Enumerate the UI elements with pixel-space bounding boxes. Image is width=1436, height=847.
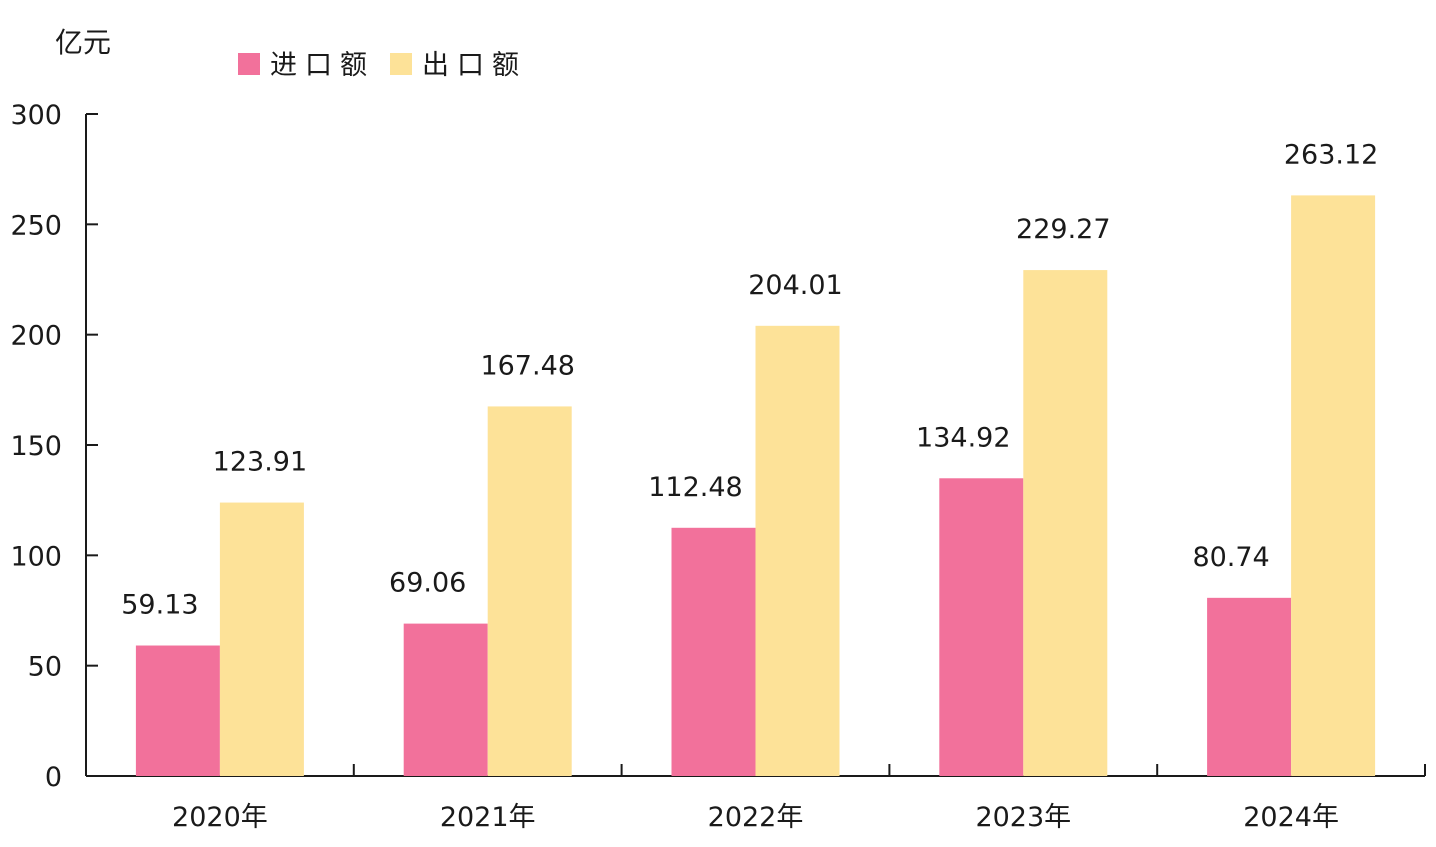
data-label-export: 229.27 — [1016, 214, 1110, 245]
bars — [135, 195, 1376, 777]
y-tick-label: 250 — [10, 210, 62, 241]
data-label-export: 204.01 — [748, 270, 842, 301]
data-label-import: 69.06 — [389, 568, 466, 599]
bar-export — [755, 325, 840, 776]
y-axis-unit-label: 亿元 — [55, 26, 111, 59]
bar-import — [939, 478, 1024, 776]
x-tick-label: 2022年 — [708, 802, 804, 833]
bar-import — [1207, 597, 1292, 776]
x-tick-label: 2021年 — [440, 802, 536, 833]
x-tick-label: 2024年 — [1243, 802, 1339, 833]
bar-import — [403, 623, 488, 776]
y-axis: 0 50 100 150 200 250 300 — [10, 100, 98, 793]
y-tick-label: 150 — [10, 431, 62, 462]
legend-label-import: 进口额 — [270, 50, 375, 81]
data-label-import: 112.48 — [648, 472, 742, 503]
y-tick-label: 100 — [10, 541, 62, 572]
data-labels: 59.13 123.91 69.06 167.48 112.48 204.01 134.92… — [121, 139, 1378, 620]
bar-import — [671, 527, 756, 776]
x-tick-label: 2023年 — [975, 802, 1071, 833]
y-tick-label: 0 — [45, 762, 62, 793]
y-tick-label: 50 — [28, 652, 62, 683]
legend-swatch-export — [390, 53, 412, 75]
data-label-import: 134.92 — [916, 422, 1010, 453]
y-tick-label: 300 — [10, 100, 62, 131]
bar-export — [219, 502, 304, 776]
data-label-export: 123.91 — [213, 447, 307, 478]
bar-export — [1291, 195, 1376, 777]
bar-import — [135, 645, 220, 776]
data-label-import: 80.74 — [1192, 542, 1269, 573]
legend-swatch-import — [238, 53, 260, 75]
x-tick-label: 2020年 — [172, 802, 268, 833]
data-label-export: 167.48 — [480, 350, 574, 381]
legend: 进口额 出口额 — [238, 50, 527, 81]
data-label-import: 59.13 — [121, 590, 198, 621]
y-tick-label: 200 — [10, 321, 62, 352]
bar-export — [487, 406, 572, 776]
bar-export — [1023, 270, 1108, 776]
legend-label-export: 出口额 — [422, 50, 527, 81]
data-label-export: 263.12 — [1284, 139, 1378, 170]
